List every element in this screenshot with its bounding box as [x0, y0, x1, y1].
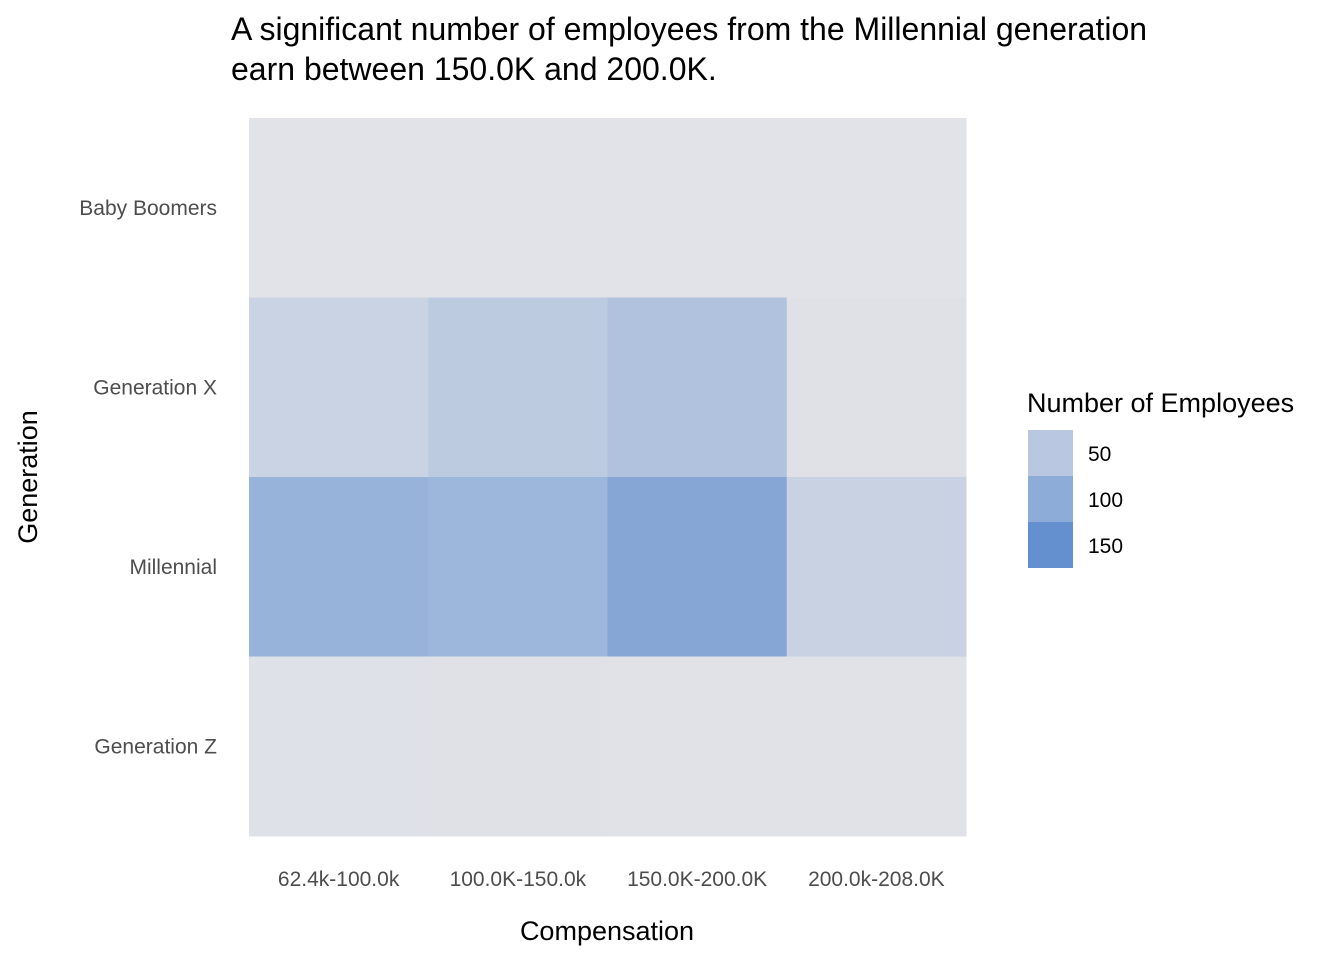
- legend-key-label: 50: [1088, 443, 1111, 466]
- x-tick-label: 62.4k-100.0k: [278, 868, 400, 891]
- y-axis-title: Generation: [13, 410, 43, 544]
- x-tick-label: 150.0K-200.0K: [627, 868, 767, 891]
- y-tick-label: Generation X: [93, 376, 217, 399]
- heatmap-tile: [786, 656, 967, 837]
- legend-key-label: 150: [1088, 535, 1123, 558]
- heatmap-tile: [428, 118, 608, 298]
- heatmap-tile: [249, 477, 429, 657]
- chart-title-line-2: earn between 150.0K and 200.0K.: [231, 51, 717, 87]
- heatmap-tile: [786, 477, 967, 657]
- heatmap-tile: [249, 656, 429, 837]
- heatmap-tile: [249, 297, 429, 478]
- heatmap-tile: [786, 297, 967, 478]
- heatmap-tile: [607, 118, 788, 298]
- x-tick-label: 100.0K-150.0k: [450, 868, 587, 891]
- y-tick-label: Generation Z: [94, 735, 217, 758]
- heatmap-tile: [607, 477, 788, 657]
- y-axis-tick-labels: Baby Boomers Generation X Millennial Genera…: [79, 197, 217, 759]
- legend-key: [1028, 476, 1073, 522]
- legend-title: Number of Employees: [1027, 388, 1294, 418]
- x-axis-tick-labels: 62.4k-100.0k 100.0K-150.0k 150.0K-200.0K 20…: [278, 868, 945, 891]
- heatmap-tile: [607, 656, 788, 837]
- y-tick-label: Baby Boomers: [79, 197, 217, 220]
- legend-key-label: 100: [1088, 489, 1123, 512]
- y-tick-label: Millennial: [129, 556, 217, 579]
- heatmap-tile: [428, 297, 608, 478]
- chart-title-line-1: A significant number of employees from t…: [231, 11, 1147, 47]
- x-axis-title: Compensation: [520, 916, 694, 946]
- legend: Number of Employees 50 100 150: [1027, 388, 1294, 568]
- heatmap-tile: [607, 297, 788, 478]
- heatmap-tile: [786, 118, 967, 298]
- legend-key: [1028, 522, 1073, 568]
- heatmap-tiles: [249, 118, 967, 837]
- heatmap-tile: [428, 477, 608, 657]
- x-tick-label: 200.0k-208.0K: [808, 868, 945, 891]
- legend-keys: 50 100 150: [1028, 430, 1123, 568]
- heatmap-tile: [249, 118, 429, 298]
- legend-key: [1028, 430, 1073, 476]
- heatmap-tile: [428, 656, 608, 837]
